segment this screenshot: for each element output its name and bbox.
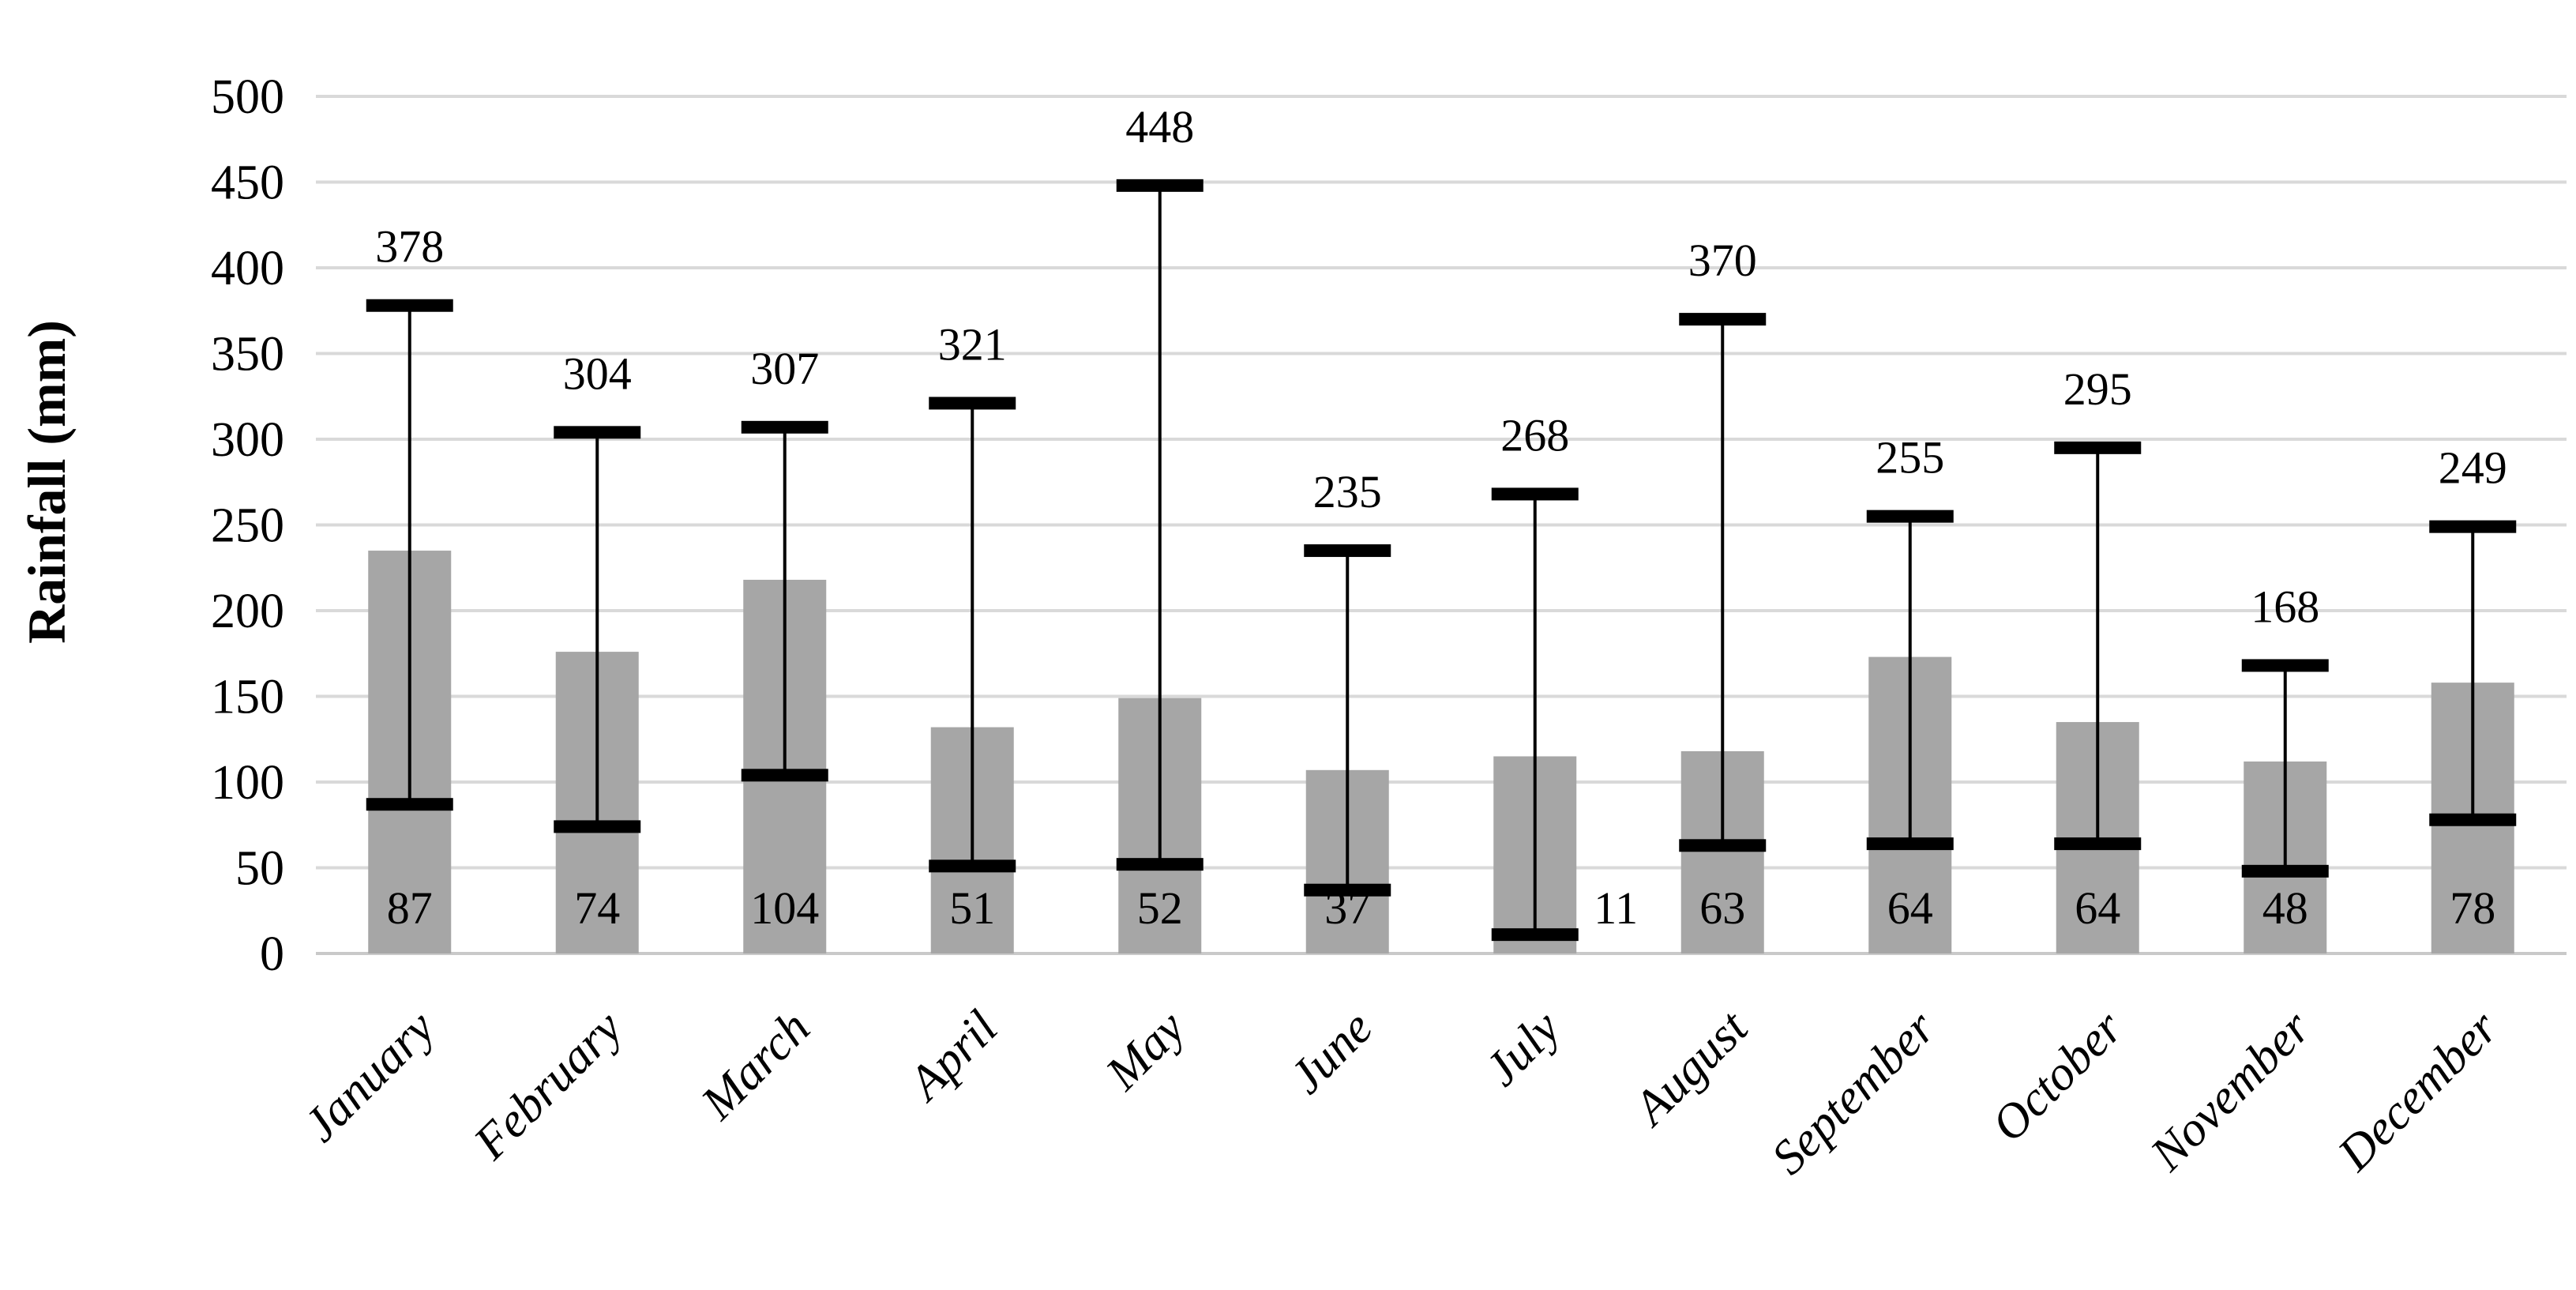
whisker-cap-min-june [1304, 883, 1391, 897]
whisker-cap-min-april [929, 859, 1016, 873]
min-label-february: 74 [574, 882, 620, 934]
whisker-cap-max-april [929, 397, 1016, 410]
min-label-september: 64 [1887, 882, 1933, 934]
y-tick-label-150: 150 [211, 671, 284, 724]
x-tick-label-november: November [2140, 1000, 2322, 1182]
x-tick-label-may: May [1095, 1000, 1196, 1100]
whisker-cap-min-july [1491, 928, 1579, 942]
whisker-cap-max-october [2054, 441, 2142, 454]
max-label-april: 321 [938, 318, 1007, 370]
min-label-november: 48 [2262, 882, 2308, 934]
y-tick-label-350: 350 [211, 328, 284, 382]
x-tick-label-april: April [896, 1001, 1008, 1112]
y-tick-label-500: 500 [211, 70, 284, 124]
max-label-august: 370 [1688, 235, 1757, 286]
whisker-cap-min-february [554, 820, 641, 833]
y-tick-label-200: 200 [211, 585, 284, 638]
whisker-cap-min-march [741, 769, 828, 782]
y-tick-label-300: 300 [211, 413, 284, 467]
min-label-july: 11 [1594, 882, 1638, 934]
x-tick-label-march: March [691, 1001, 820, 1130]
whisker-cap-min-august [1679, 839, 1767, 852]
whisker-cap-max-september [1866, 510, 1954, 523]
max-label-october: 295 [2063, 363, 2132, 415]
whisker-cap-max-august [1679, 313, 1767, 326]
whisker-cap-min-january [366, 798, 453, 811]
y-tick-label-0: 0 [260, 927, 284, 981]
whisker-cap-max-july [1491, 487, 1579, 501]
whisker-cap-max-february [554, 426, 641, 439]
gridlines-layer [316, 95, 2567, 955]
x-tick-label-august: August [1621, 1000, 1759, 1138]
min-label-january: 87 [387, 882, 433, 934]
whisker-cap-max-march [741, 420, 828, 434]
whisker-cap-max-may [1116, 179, 1204, 192]
whisker-cap-min-december [2429, 813, 2517, 826]
whisker-cap-max-december [2429, 520, 2517, 533]
max-label-january: 378 [375, 221, 444, 273]
x-tick-label-january: January [294, 1000, 445, 1152]
min-label-may: 52 [1137, 882, 1183, 934]
max-label-november: 168 [2251, 581, 2319, 632]
min-label-december: 78 [2450, 882, 2495, 934]
whisker-cap-max-january [366, 299, 453, 312]
y-tick-label-100: 100 [211, 756, 284, 810]
min-label-october: 64 [2075, 882, 2120, 934]
max-label-july: 268 [1500, 409, 1569, 461]
y-tick-label-450: 450 [211, 156, 284, 210]
x-tick-label-february: February [464, 1000, 633, 1170]
min-label-april: 51 [949, 882, 995, 934]
x-tick-label-june: June [1279, 1001, 1383, 1104]
min-label-june: 37 [1324, 882, 1370, 934]
max-label-february: 304 [563, 348, 632, 399]
whisker-cap-min-november [2241, 864, 2329, 878]
whisker-cap-min-october [2054, 837, 2142, 851]
y-tick-label-400: 400 [211, 242, 284, 295]
whisker-cap-min-september [1866, 837, 1954, 851]
data-labels-layer: 378 87 304 74 307 104 321 51 448 52 235 37 268 11 370 6… [375, 101, 2507, 934]
max-label-march: 307 [750, 343, 819, 394]
whisker-cap-max-june [1304, 544, 1391, 558]
max-label-december: 249 [2439, 442, 2507, 494]
max-label-september: 255 [1876, 432, 1944, 483]
y-axis-title: Rainfall (mm) [17, 320, 77, 644]
max-label-june: 235 [1313, 466, 1382, 517]
y-tick-label-50: 50 [235, 842, 284, 896]
whiskers-layer [366, 179, 2517, 942]
y-tick-label-250: 250 [211, 499, 284, 553]
max-label-may: 448 [1125, 101, 1194, 152]
x-tick-label-july: July [1475, 1000, 1571, 1096]
min-label-march: 104 [750, 882, 819, 934]
whisker-cap-max-november [2241, 659, 2329, 672]
whisker-cap-min-may [1116, 858, 1204, 871]
x-tick-label-september: September [1762, 1000, 1947, 1185]
y-axis-tick-labels: 0 50 100 150 200 250 300 350 400 450 500 [211, 70, 284, 981]
x-tick-label-december: December [2327, 1000, 2509, 1182]
x-tick-label-october: October [1981, 1000, 2133, 1152]
min-label-august: 63 [1699, 882, 1745, 934]
x-axis-tick-labels: January February March April May June July Augu… [294, 1000, 2509, 1185]
